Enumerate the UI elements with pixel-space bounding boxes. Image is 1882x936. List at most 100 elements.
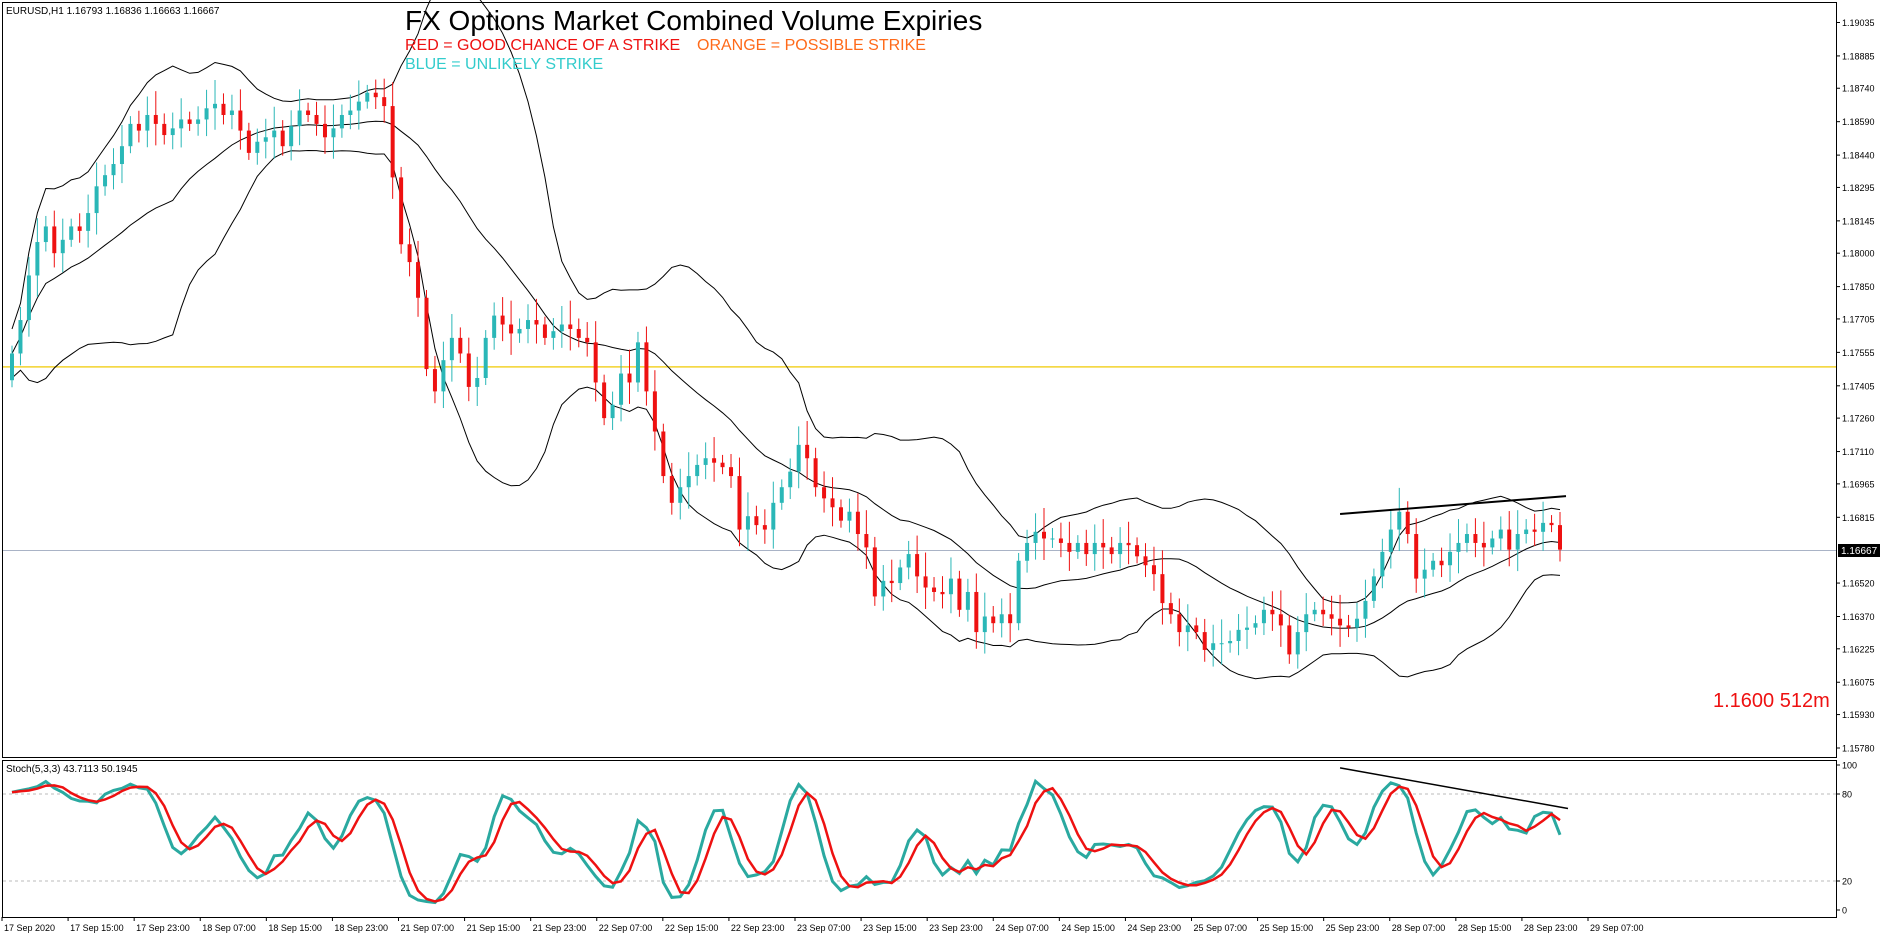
candle-body bbox=[695, 464, 700, 477]
candle-body bbox=[1067, 542, 1072, 552]
price-tick-label: 1.19035 bbox=[1842, 18, 1875, 28]
candle-body bbox=[94, 186, 99, 214]
current-price-marker: 1.16667 bbox=[1838, 544, 1880, 557]
candle-body bbox=[1524, 529, 1529, 535]
price-tick-label: 1.18440 bbox=[1842, 151, 1875, 161]
candle-body bbox=[1228, 641, 1233, 644]
candle-body bbox=[170, 128, 175, 136]
candle-body bbox=[272, 130, 277, 138]
candle-body bbox=[331, 128, 336, 138]
price-tick-label: 1.18740 bbox=[1842, 84, 1875, 94]
price-tick-label: 1.17705 bbox=[1842, 314, 1875, 324]
candle-body bbox=[822, 487, 827, 499]
time-tick-label: 17 Sep 2020 bbox=[4, 923, 55, 933]
bollinger-lower bbox=[11, 149, 1561, 680]
trendline bbox=[1339, 495, 1567, 515]
candle-body bbox=[1338, 618, 1343, 626]
candle-body bbox=[204, 108, 209, 120]
candle-body bbox=[661, 431, 666, 477]
candle-body bbox=[991, 616, 996, 624]
candle-body bbox=[635, 342, 640, 383]
time-tick-label: 18 Sep 23:00 bbox=[334, 923, 388, 933]
candle-body bbox=[314, 114, 319, 124]
candle-body bbox=[153, 114, 158, 124]
time-tick-label: 21 Sep 23:00 bbox=[533, 923, 587, 933]
candle-body bbox=[1025, 542, 1030, 561]
candle-body bbox=[1354, 618, 1359, 628]
candle-body bbox=[788, 471, 793, 488]
candle-body bbox=[1414, 534, 1419, 579]
time-tick-label: 22 Sep 15:00 bbox=[665, 923, 719, 933]
bollinger-upper bbox=[11, 0, 1561, 604]
candle-body bbox=[1050, 538, 1055, 540]
price-tick-label: 1.18590 bbox=[1842, 117, 1875, 127]
candle-body bbox=[1042, 531, 1046, 539]
candle-body bbox=[974, 591, 979, 633]
candle-body bbox=[965, 591, 970, 610]
price-tick-label: 1.17110 bbox=[1842, 447, 1874, 457]
candle-body bbox=[449, 337, 454, 361]
candle-body bbox=[1295, 632, 1300, 655]
candle-body bbox=[187, 119, 192, 124]
price-tick-label: 1.18145 bbox=[1842, 216, 1875, 226]
legend-orange: ORANGE = POSSIBLE STRIKE bbox=[697, 37, 926, 54]
bollinger-bands bbox=[11, 0, 1561, 680]
price-tick-label: 1.16370 bbox=[1842, 612, 1875, 622]
candle-body bbox=[1371, 576, 1376, 601]
candle-body bbox=[712, 458, 717, 463]
candle-body bbox=[999, 614, 1004, 624]
time-tick-label: 28 Sep 23:00 bbox=[1524, 923, 1578, 933]
candle-body bbox=[196, 119, 201, 124]
candle-body bbox=[1473, 534, 1478, 543]
time-tick-label: 25 Sep 07:00 bbox=[1194, 923, 1248, 933]
symbol-info: EURUSD,H1 1.16793 1.16836 1.16663 1.1666… bbox=[6, 6, 220, 17]
candle-body bbox=[407, 244, 412, 263]
candle-body bbox=[940, 591, 945, 595]
candle-body bbox=[932, 587, 937, 592]
candle-body bbox=[382, 97, 387, 107]
candle-body bbox=[1515, 534, 1520, 550]
time-tick-label: 23 Sep 23:00 bbox=[929, 923, 983, 933]
price-tick-label: 1.16815 bbox=[1842, 513, 1875, 523]
candle-body bbox=[737, 476, 742, 530]
price-tick-label: 1.18295 bbox=[1842, 183, 1875, 193]
candle-body bbox=[542, 324, 547, 338]
candle-body bbox=[602, 382, 607, 419]
time-tick-label: 24 Sep 15:00 bbox=[1061, 923, 1115, 933]
candle-body bbox=[43, 226, 48, 243]
candle-body bbox=[1507, 529, 1512, 550]
candle-body bbox=[162, 123, 167, 136]
candle-body bbox=[652, 391, 657, 432]
main-pane-frame bbox=[2, 2, 1837, 758]
candle-body bbox=[339, 114, 344, 129]
candle-body bbox=[1008, 614, 1013, 624]
candle-body bbox=[77, 226, 82, 231]
candle-body bbox=[145, 114, 150, 131]
time-tick-label: 21 Sep 07:00 bbox=[401, 923, 455, 933]
price-tick-label: 1.16075 bbox=[1842, 678, 1875, 688]
time-tick-label: 24 Sep 07:00 bbox=[995, 923, 1049, 933]
candle-body bbox=[1346, 625, 1351, 628]
candle-body bbox=[1143, 556, 1148, 566]
stoch-tick-label: 0 bbox=[1842, 906, 1847, 916]
stoch-pane-frame bbox=[2, 760, 1837, 918]
time-tick-label: 18 Sep 07:00 bbox=[202, 923, 256, 933]
candle-body bbox=[864, 534, 869, 548]
legend-red: RED = GOOD CHANCE OF A STRIKE bbox=[405, 37, 680, 54]
candle-body bbox=[1481, 542, 1486, 548]
time-tick-label: 29 Sep 07:00 bbox=[1590, 923, 1644, 933]
candle-body bbox=[322, 123, 327, 138]
candle-body bbox=[559, 324, 564, 332]
candle-body bbox=[585, 337, 590, 343]
candle-body bbox=[509, 324, 514, 334]
candle-body bbox=[678, 487, 683, 503]
candle-body bbox=[179, 119, 184, 129]
time-tick-label: 17 Sep 15:00 bbox=[70, 923, 124, 933]
time-tick-label: 28 Sep 15:00 bbox=[1458, 923, 1512, 933]
resistance-trendline bbox=[1339, 495, 1567, 515]
price-tick-label: 1.15780 bbox=[1842, 744, 1875, 754]
time-tick-label: 17 Sep 23:00 bbox=[136, 923, 190, 933]
candle-body bbox=[568, 324, 573, 329]
candle-body bbox=[1405, 511, 1410, 535]
